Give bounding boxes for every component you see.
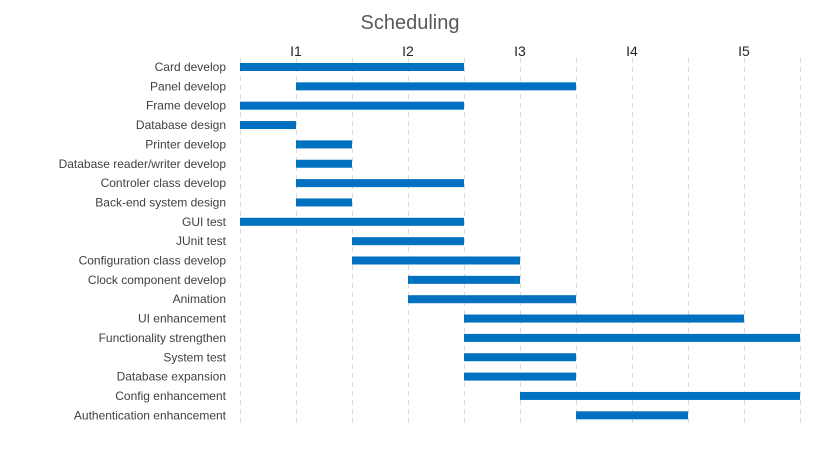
task-bar xyxy=(352,237,464,246)
task-label: Database expansion xyxy=(117,370,226,384)
chart-title: Scheduling xyxy=(361,12,460,34)
task-bar xyxy=(240,63,464,71)
task-bar xyxy=(296,140,352,149)
task-label: Database design xyxy=(136,118,226,132)
task-bar xyxy=(296,179,464,188)
task-label: Controler class develop xyxy=(101,176,227,190)
task-bar xyxy=(240,217,464,226)
task-label: Frame develop xyxy=(146,99,226,113)
task-label: Clock component develop xyxy=(88,273,226,287)
task-bar xyxy=(408,295,576,304)
task-bar xyxy=(240,121,296,130)
task-label: System test xyxy=(163,350,226,364)
task-label: Authentication enhancement xyxy=(74,408,227,422)
task-bar xyxy=(408,275,520,284)
x-tick-label: I2 xyxy=(402,43,414,59)
task-label: Printer develop xyxy=(145,137,226,151)
task-label: GUI test xyxy=(182,215,227,229)
task-bar xyxy=(352,256,520,265)
x-tick-labels: I1 I2 I3 I4 I5 xyxy=(290,43,750,59)
x-tick-label: I1 xyxy=(290,43,302,59)
task-bar xyxy=(576,411,688,420)
task-bar xyxy=(296,198,352,207)
task-label: Functionality strengthen xyxy=(99,331,226,345)
task-bar xyxy=(520,391,800,400)
task-label: Back-end system design xyxy=(95,195,226,209)
task-label: Config enhancement xyxy=(115,389,226,403)
task-bar xyxy=(296,82,576,91)
task-label: JUnit test xyxy=(176,234,227,248)
task-bar xyxy=(464,372,576,381)
task-bar xyxy=(240,101,464,110)
task-label: Animation xyxy=(173,292,226,306)
task-label: Database reader/writer develop xyxy=(59,157,227,171)
task-bar xyxy=(296,159,352,168)
task-label: UI enhancement xyxy=(138,312,227,326)
x-tick-label: I3 xyxy=(514,43,526,59)
task-labels: Card develop Panel develop Frame develop Da… xyxy=(59,60,227,422)
task-bars xyxy=(240,63,800,420)
task-label: Configuration class develop xyxy=(79,254,227,268)
task-bar xyxy=(464,333,800,342)
x-tick-label: I5 xyxy=(738,43,750,59)
task-bar xyxy=(464,353,576,362)
gridlines xyxy=(240,58,801,424)
task-bar xyxy=(464,314,744,323)
task-label: Panel develop xyxy=(150,79,226,93)
x-tick-label: I4 xyxy=(626,43,638,59)
task-label: Card develop xyxy=(155,60,227,74)
